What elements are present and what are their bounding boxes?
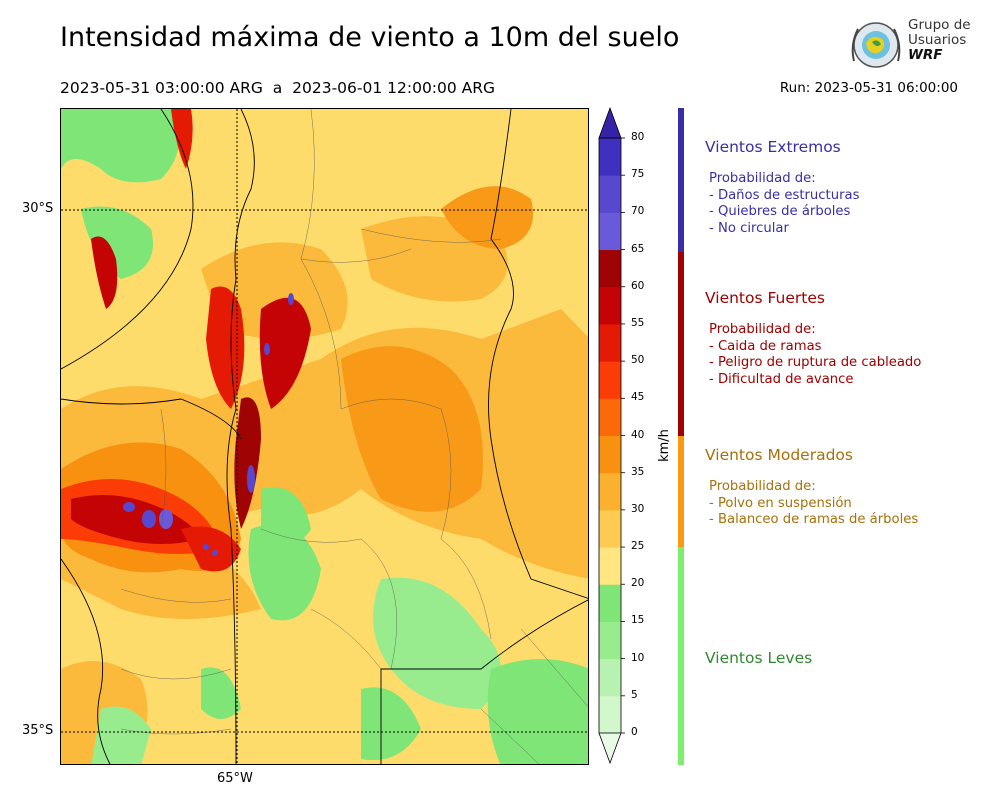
category-desc-line: Probabilidad de: bbox=[709, 322, 816, 337]
category-light-title: Vientos Leves bbox=[705, 649, 813, 667]
category-desc-line: - Daños de estructuras bbox=[709, 187, 860, 203]
colorbar-tick-label: 25 bbox=[631, 540, 645, 553]
colorbar-segment bbox=[599, 658, 621, 697]
category-desc-line: - Caida de ramas bbox=[709, 338, 822, 354]
category-extreme-title: Vientos Extremos bbox=[705, 138, 841, 156]
colorbar-tick-label: 40 bbox=[631, 428, 645, 441]
category-desc-line: - Quiebres de árboles bbox=[709, 204, 851, 219]
colorbar-segment bbox=[599, 175, 621, 213]
map-title: Intensidad máxima de viento a 10m del su… bbox=[60, 22, 680, 53]
colorbar-tick-label: 55 bbox=[631, 316, 645, 329]
colorbar-segment bbox=[599, 398, 621, 436]
colorbar-segment bbox=[599, 584, 621, 622]
colorbar-tick-label: 0 bbox=[631, 726, 638, 738]
legend-bar-strong bbox=[678, 252, 684, 436]
category-desc-line: - Dificultad de avance bbox=[709, 371, 854, 387]
colorbar-segment bbox=[599, 695, 621, 734]
colorbar-tick-label: 20 bbox=[631, 577, 645, 590]
category-desc-line: - No circular bbox=[709, 220, 789, 236]
colorbar-segment bbox=[599, 212, 621, 251]
colorbar-tick-label: 15 bbox=[631, 614, 645, 627]
colorbar-segment bbox=[599, 361, 621, 399]
category-desc-line: Probabilidad de: bbox=[709, 479, 816, 494]
logo-line-2: Usuarios bbox=[908, 32, 967, 48]
grupo-wrf-logo bbox=[851, 22, 901, 68]
category-strong-title: Vientos Fuertes bbox=[705, 289, 825, 307]
colorbar-segment bbox=[599, 621, 621, 660]
colorbar-tick-label: 65 bbox=[631, 242, 645, 255]
colorbar-min-extension bbox=[598, 732, 622, 765]
colorbar-tick-label: 50 bbox=[631, 354, 645, 367]
category-desc-line: - Polvo en suspensión bbox=[709, 495, 852, 511]
colorbar-tick-label: 80 bbox=[631, 131, 645, 143]
colorbar-segment bbox=[599, 286, 621, 325]
colorbar-tick-label: 75 bbox=[631, 168, 645, 181]
colorbar-segment bbox=[599, 323, 621, 362]
wind-field bbox=[61, 109, 588, 764]
legend-bar-extreme bbox=[678, 108, 684, 252]
colorbar-tick-label: 60 bbox=[631, 279, 645, 292]
logo-text: Grupo de Usuarios WRF bbox=[908, 18, 971, 63]
colorbar-tick-label: 45 bbox=[631, 391, 645, 404]
colorbar-max-extension bbox=[598, 106, 622, 139]
category-extreme-desc: Probabilidad de: - Daños de estructuras - … bbox=[709, 171, 859, 237]
colorbar-segment bbox=[599, 472, 621, 511]
wind-map bbox=[60, 108, 589, 765]
lat-label-30s: 30°S bbox=[22, 201, 54, 216]
colorbar-unit: km/h bbox=[656, 429, 672, 462]
category-strong-desc: Probabilidad de: - Caida de ramas - Peligr… bbox=[709, 322, 921, 388]
category-desc-line: - Peligro de ruptura de cableado bbox=[709, 355, 922, 370]
colorbar-segment bbox=[599, 547, 621, 585]
lat-label-35s: 35°S bbox=[22, 723, 54, 738]
colorbar-segment bbox=[599, 249, 621, 288]
colorbar-tick-label: 5 bbox=[631, 688, 638, 701]
colorbar-segment bbox=[599, 509, 621, 548]
logo-line-3: WRF bbox=[908, 47, 943, 63]
valid-period: 2023-05-31 03:00:00 ARG a 2023-06-01 12:… bbox=[60, 79, 496, 97]
colorbar-segment bbox=[599, 435, 621, 474]
colorbar-segment bbox=[599, 138, 621, 176]
colorbar-tick-label: 35 bbox=[631, 465, 645, 478]
category-desc-line: Probabilidad de: bbox=[709, 171, 816, 186]
colorbar-tick-label: 70 bbox=[631, 205, 645, 218]
category-desc-line: - Balanceo de ramas de árboles bbox=[709, 512, 919, 527]
lon-label-65w: 65°W bbox=[217, 771, 253, 786]
colorbar-tick-label: 10 bbox=[631, 651, 645, 664]
legend-bar-light bbox=[678, 547, 684, 765]
category-moderate-title: Vientos Moderados bbox=[705, 446, 853, 464]
colorbar-tick-label: 30 bbox=[631, 502, 645, 515]
colorbar bbox=[598, 106, 625, 765]
logo-line-1: Grupo de bbox=[908, 17, 971, 33]
legend-bar-moderate bbox=[678, 436, 684, 547]
run-time: Run: 2023-05-31 06:00:00 bbox=[779, 80, 958, 96]
category-moderate-desc: Probabilidad de: - Polvo en suspensión - B… bbox=[709, 479, 918, 529]
